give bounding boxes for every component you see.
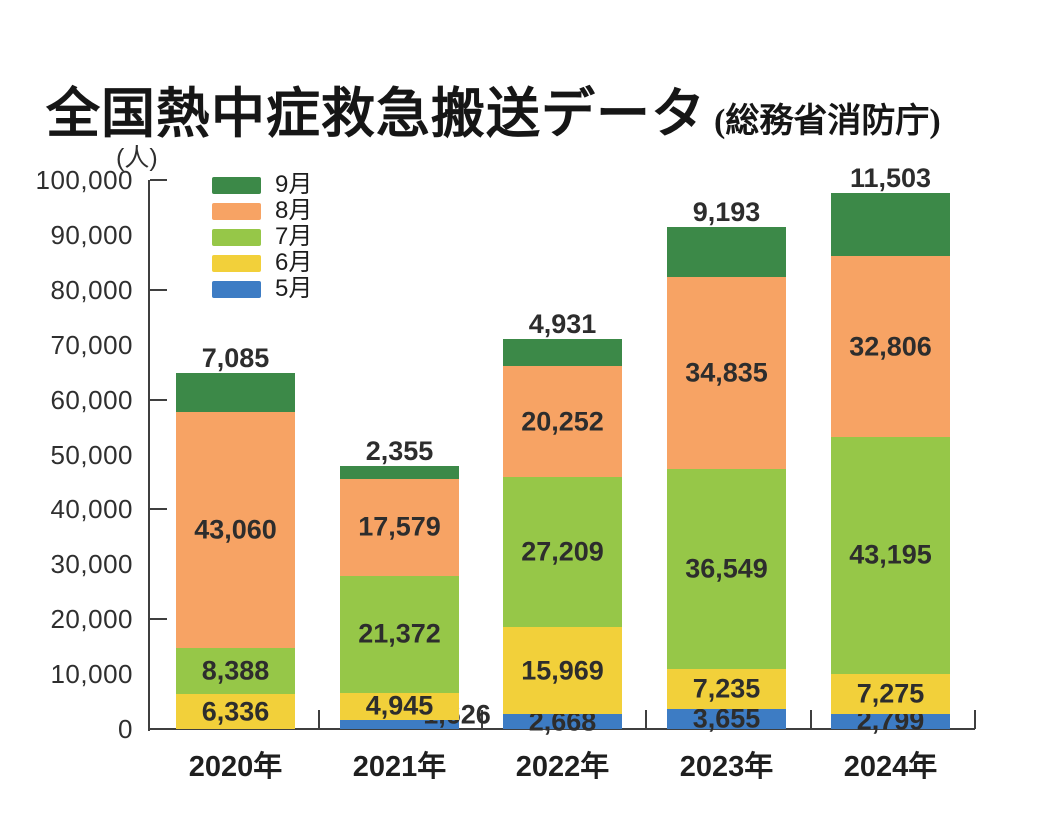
bar-segment bbox=[340, 479, 459, 576]
x-axis-tick bbox=[974, 710, 976, 729]
segment-value-label: 3,655 bbox=[692, 703, 761, 734]
segment-value-label: 6,336 bbox=[201, 696, 270, 727]
y-axis-tick-label: 90,000 bbox=[50, 219, 133, 250]
bar-segment bbox=[667, 226, 786, 278]
legend-item: 7月 bbox=[212, 224, 312, 250]
bar-segment bbox=[340, 466, 459, 480]
x-axis-category-label: 2024年 bbox=[843, 751, 938, 783]
bar-segment bbox=[831, 256, 950, 437]
legend-swatch-icon bbox=[212, 176, 261, 194]
y-axis-tick bbox=[150, 288, 167, 291]
bar-segment bbox=[176, 411, 295, 649]
y-axis-tick-label: 20,000 bbox=[50, 604, 133, 635]
legend-swatch-icon bbox=[212, 228, 261, 246]
segment-value-label: 4,931 bbox=[528, 309, 597, 340]
x-axis-tick bbox=[481, 710, 483, 729]
legend-label: 9月 bbox=[275, 171, 313, 198]
segment-value-label: 17,579 bbox=[358, 511, 441, 542]
segment-value-label: 32,806 bbox=[849, 331, 932, 361]
y-axis-tick-label: 0 bbox=[118, 714, 133, 744]
segment-value-label: 27,209 bbox=[521, 536, 604, 567]
bar-segment bbox=[667, 669, 786, 709]
segment-value-label: 11,503 bbox=[849, 163, 932, 194]
x-axis-tick bbox=[318, 710, 320, 729]
chart-title: 全国熱中症救急搬送データ (総務省消防庁) bbox=[46, 69, 941, 148]
y-axis-line bbox=[148, 180, 150, 731]
bar-segment bbox=[667, 468, 786, 670]
x-axis-line bbox=[148, 728, 975, 730]
y-axis-tick-label: 50,000 bbox=[50, 439, 133, 470]
bar-segment bbox=[340, 575, 459, 693]
y-axis-tick bbox=[150, 398, 167, 401]
legend-label: 8月 bbox=[275, 197, 313, 224]
y-axis-tick-label: 30,000 bbox=[50, 549, 133, 580]
bar-segment bbox=[667, 708, 786, 729]
bar-segment bbox=[340, 692, 459, 721]
segment-value-label: 43,060 bbox=[194, 514, 277, 545]
y-axis-tick-label: 40,000 bbox=[50, 494, 133, 525]
segment-value-label: 4,945 bbox=[365, 690, 434, 721]
y-axis-tick bbox=[150, 508, 167, 511]
segment-value-label: 34,835 bbox=[685, 357, 768, 388]
y-axis-unit-label: (人) bbox=[116, 144, 158, 172]
bar-segment bbox=[831, 673, 950, 714]
legend-swatch-icon bbox=[212, 280, 261, 298]
bar-segment bbox=[176, 694, 295, 729]
bar-segment bbox=[503, 714, 622, 729]
segment-value-label: 21,372 bbox=[358, 618, 441, 649]
bar-segment bbox=[503, 366, 622, 478]
x-axis-category-label: 2020年 bbox=[188, 751, 283, 783]
legend-label: 6月 bbox=[275, 249, 313, 276]
segment-value-label: 7,085 bbox=[201, 342, 270, 373]
bar-segment bbox=[503, 626, 622, 715]
x-axis-tick bbox=[645, 710, 647, 729]
bar-segment bbox=[831, 193, 950, 257]
y-axis-tick-label: 10,000 bbox=[50, 659, 133, 690]
segment-value-label: 9,193 bbox=[692, 196, 761, 227]
bar-segment bbox=[503, 477, 622, 627]
bar-segment bbox=[503, 339, 622, 367]
segment-value-label: 7,235 bbox=[692, 673, 761, 704]
legend-swatch-icon bbox=[212, 254, 261, 272]
bar-segment bbox=[831, 713, 950, 729]
segment-value-label: 36,549 bbox=[685, 553, 768, 584]
chart-legend: 9月 8月 7月 6月 5月 bbox=[212, 172, 312, 302]
bar-segment bbox=[176, 648, 295, 695]
x-axis-category-label: 2023年 bbox=[679, 751, 774, 783]
segment-value-label: 2,355 bbox=[365, 436, 434, 467]
segment-value-label: 43,195 bbox=[849, 539, 932, 570]
legend-label: 5月 bbox=[275, 275, 313, 302]
bar-segment bbox=[667, 277, 786, 469]
bar-segment bbox=[831, 436, 950, 674]
segment-value-label: 8,388 bbox=[201, 655, 270, 686]
x-axis-category-label: 2021年 bbox=[352, 751, 447, 783]
y-axis-tick-label: 60,000 bbox=[50, 384, 133, 415]
y-axis-tick bbox=[150, 618, 167, 621]
x-axis-category-label: 2022年 bbox=[515, 751, 610, 783]
legend-item: 9月 bbox=[212, 172, 312, 198]
y-axis-tick-label: 80,000 bbox=[50, 274, 133, 305]
segment-value-label: 7,275 bbox=[856, 678, 925, 709]
x-axis-tick bbox=[810, 710, 812, 729]
segment-value-label: 20,252 bbox=[521, 406, 604, 437]
legend-swatch-icon bbox=[212, 202, 261, 220]
y-axis-tick-label: 70,000 bbox=[50, 329, 133, 360]
y-axis-tick bbox=[150, 179, 167, 181]
chart-title-main: 全国熱中症救急搬送データ bbox=[46, 84, 706, 145]
bar-segment bbox=[176, 372, 295, 412]
legend-item: 6月 bbox=[212, 250, 312, 276]
legend-item: 5月 bbox=[212, 276, 312, 302]
chart-title-source: (総務省消防庁) bbox=[714, 103, 941, 141]
y-axis-tick-label: 100,000 bbox=[35, 165, 133, 195]
legend-item: 8月 bbox=[212, 198, 312, 224]
segment-value-label: 15,969 bbox=[521, 655, 604, 686]
bar-segment bbox=[340, 720, 459, 729]
legend-label: 7月 bbox=[275, 223, 313, 250]
